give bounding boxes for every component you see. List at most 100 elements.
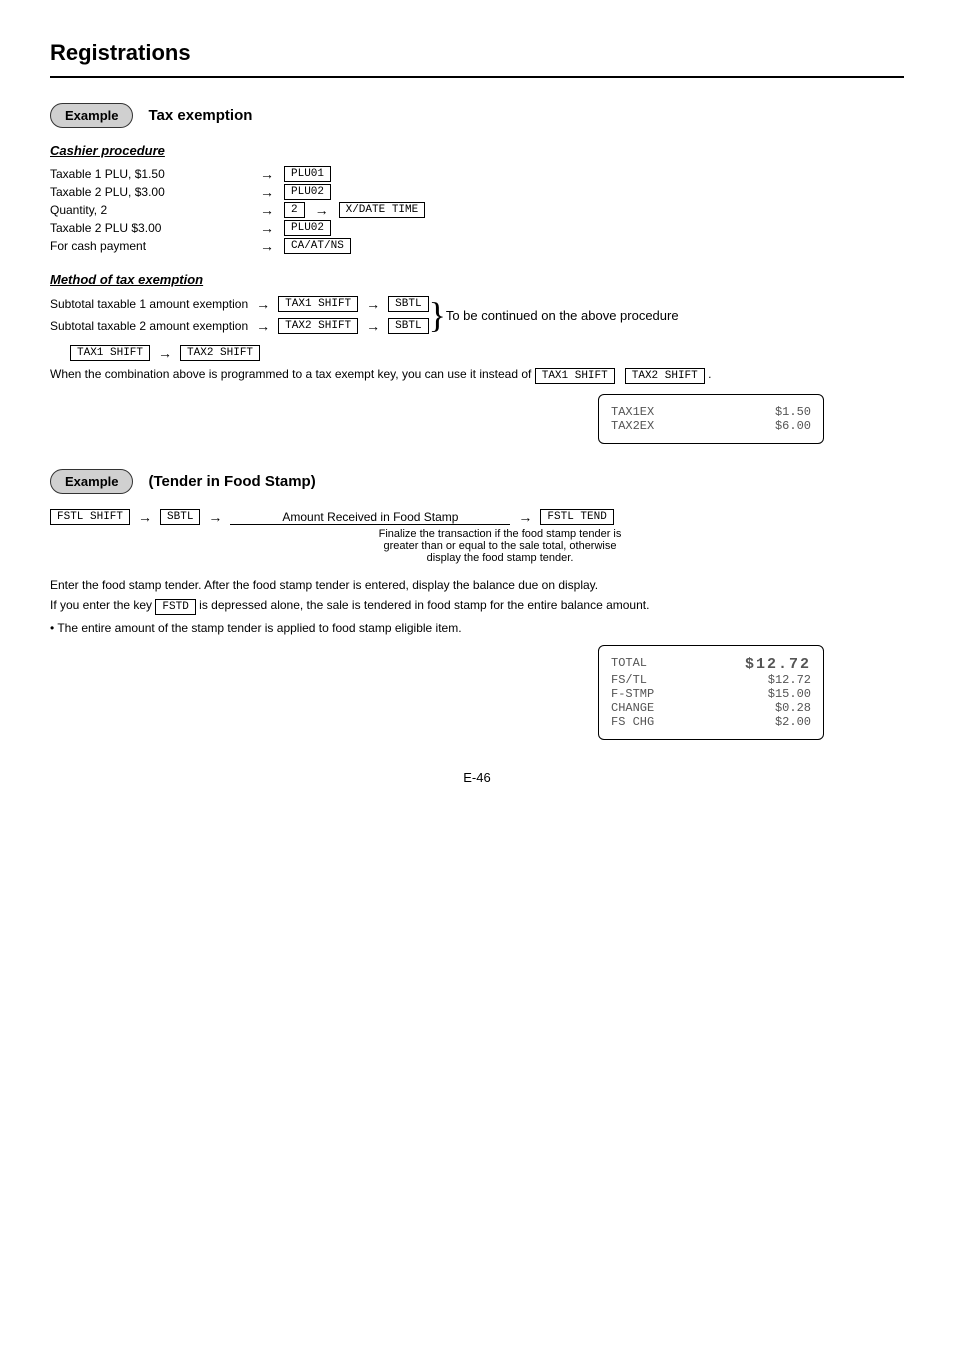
receipt-container: TAX1EX $1.50 TAX2EX $6.00 — [50, 384, 904, 444]
foodstamp-flow: FSTL SHIFT → SBTL → Amount Received in F… — [50, 509, 904, 525]
divider — [50, 76, 904, 78]
method-rows: Subtotal taxable 1 amount exemption → TA… — [50, 293, 429, 337]
key-fstd: FSTD — [155, 599, 195, 615]
section-subtitle: Tax exemption — [148, 107, 252, 124]
arrow-icon: → — [260, 166, 274, 182]
arrow-icon: → — [158, 345, 172, 361]
key-tax1shift: TAX1 SHIFT — [278, 296, 358, 312]
arrow-icon: → — [315, 202, 329, 218]
receipt-row: FS CHG $2.00 — [611, 715, 811, 729]
amount-entry-block: Amount Received in Food Stamp — [230, 510, 510, 525]
key-tax2shift: TAX2 SHIFT — [278, 318, 358, 334]
receipt-label: TAX2EX — [611, 419, 654, 433]
arrow-icon: → — [208, 509, 222, 525]
procedure-row: Quantity, 2 → 2 → X/DATE TIME — [50, 202, 904, 218]
procedure-row: Taxable 2 PLU $3.00 → PLU02 — [50, 220, 904, 236]
method-title: Method of tax exemption — [50, 272, 203, 287]
receipt-label: FS CHG — [611, 715, 654, 729]
receipt-value: $1.50 — [775, 405, 811, 419]
method-row: Subtotal taxable 2 amount exemption → TA… — [50, 318, 429, 334]
procedure-row: For cash payment → CA/AT/NS — [50, 238, 904, 254]
note-text: When the combination above is programmed… — [50, 367, 531, 381]
key-sbtl: SBTL — [388, 296, 428, 312]
procedure-label: Taxable 2 PLU $3.00 — [50, 221, 250, 235]
method-label: Subtotal taxable 2 amount exemption — [50, 319, 248, 333]
guide-text-2: If you enter the key FSTD is depressed a… — [50, 598, 904, 615]
receipt-label: F-STMP — [611, 687, 654, 701]
arrow-icon: → — [260, 184, 274, 200]
procedure-label: For cash payment — [50, 239, 250, 253]
receipt-value: $2.00 — [775, 715, 811, 729]
key-qty: 2 — [284, 202, 305, 218]
section-subtitle: (Tender in Food Stamp) — [148, 473, 315, 490]
note-line: display the food stamp tender. — [330, 552, 670, 564]
method-label: Subtotal taxable 1 amount exemption — [50, 297, 248, 311]
receipt-label: CHANGE — [611, 701, 654, 715]
note-block: Finalize the transaction if the food sta… — [330, 528, 670, 564]
receipt-value: $12.72 — [745, 656, 811, 673]
guide-suffix: is depressed alone, the sale is tendered… — [199, 598, 649, 612]
arrow-icon: → — [260, 238, 274, 254]
receipt: TAX1EX $1.50 TAX2EX $6.00 — [598, 394, 824, 444]
method-group: Subtotal taxable 1 amount exemption → TA… — [50, 293, 904, 337]
receipt-value: $12.72 — [768, 673, 811, 687]
arrow-icon: → — [260, 202, 274, 218]
key-sbtl: SBTL — [160, 509, 200, 525]
receipt-value: $6.00 — [775, 419, 811, 433]
arrow-icon: → — [256, 296, 270, 312]
receipt-row: CHANGE $0.28 — [611, 701, 811, 715]
brace-icon: } — [429, 306, 446, 324]
receipt-label: TOTAL — [611, 656, 647, 673]
method-block: Method of tax exemption Subtotal taxable… — [50, 272, 904, 384]
method-row: Subtotal taxable 1 amount exemption → TA… — [50, 296, 429, 312]
example-1-section: Example Tax exemption Cashier procedure … — [50, 103, 904, 444]
note-line: Finalize the transaction if the food sta… — [330, 528, 670, 540]
procedure-row: Taxable 2 PLU, $3.00 → PLU02 — [50, 184, 904, 200]
method-after-text: To be continued on the above procedure — [446, 308, 679, 323]
example-2-section: Example (Tender in Food Stamp) FSTL SHIF… — [50, 469, 904, 740]
guide-bullet: • The entire amount of the stamp tender … — [50, 621, 904, 635]
arrow-icon: → — [366, 296, 380, 312]
receipt-value: $0.28 — [775, 701, 811, 715]
receipt-label: TAX1EX — [611, 405, 654, 419]
key-plu02: PLU02 — [284, 184, 331, 200]
guide-text: Enter the food stamp tender. After the f… — [50, 578, 904, 592]
key-xdate: X/DATE TIME — [339, 202, 426, 218]
method-row-combo: TAX1 SHIFT → TAX2 SHIFT — [70, 345, 904, 361]
key-tax1shift: TAX1 SHIFT — [70, 345, 150, 361]
example-badge: Example — [50, 103, 133, 128]
guide-prefix: If you enter the key — [50, 598, 152, 612]
key-tax2shift: TAX2 SHIFT — [625, 368, 705, 384]
procedure-label: Taxable 2 PLU, $3.00 — [50, 185, 250, 199]
procedure-label: Quantity, 2 — [50, 203, 250, 217]
note-line: greater than or equal to the sale total,… — [330, 540, 670, 552]
key-fstlshift: FSTL SHIFT — [50, 509, 130, 525]
arrow-icon: → — [518, 509, 532, 525]
procedure-label: Taxable 1 PLU, $1.50 — [50, 167, 250, 181]
receipt-row: TAX1EX $1.50 — [611, 405, 811, 419]
arrow-icon: → — [260, 220, 274, 236]
method-note: When the combination above is programmed… — [50, 367, 904, 384]
arrow-icon: → — [366, 318, 380, 334]
receipt-label: FS/TL — [611, 673, 647, 687]
key-tax1shift: TAX1 SHIFT — [535, 368, 615, 384]
arrow-icon: → — [256, 318, 270, 334]
key-caatns: CA/AT/NS — [284, 238, 351, 254]
key-sbtl: SBTL — [388, 318, 428, 334]
page-title: Registrations — [50, 40, 904, 66]
receipt-row: FS/TL $12.72 — [611, 673, 811, 687]
key-plu02: PLU02 — [284, 220, 331, 236]
amount-label: Amount Received in Food Stamp — [230, 510, 510, 525]
key-tax2shift: TAX2 SHIFT — [180, 345, 260, 361]
receipt-row: TOTAL $12.72 — [611, 656, 811, 673]
procedure-row: Taxable 1 PLU, $1.50 → PLU01 — [50, 166, 904, 182]
key-plu01: PLU01 — [284, 166, 331, 182]
receipt: TOTAL $12.72 FS/TL $12.72 F-STMP $15.00 … — [598, 645, 824, 740]
section-header: Example Tax exemption — [50, 103, 904, 128]
section-header: Example (Tender in Food Stamp) — [50, 469, 904, 494]
arrow-icon: → — [138, 509, 152, 525]
page-footer: E-46 — [50, 770, 904, 785]
cashier-procedure-title: Cashier procedure — [50, 143, 165, 158]
receipt-row: TAX2EX $6.00 — [611, 419, 811, 433]
example-badge: Example — [50, 469, 133, 494]
